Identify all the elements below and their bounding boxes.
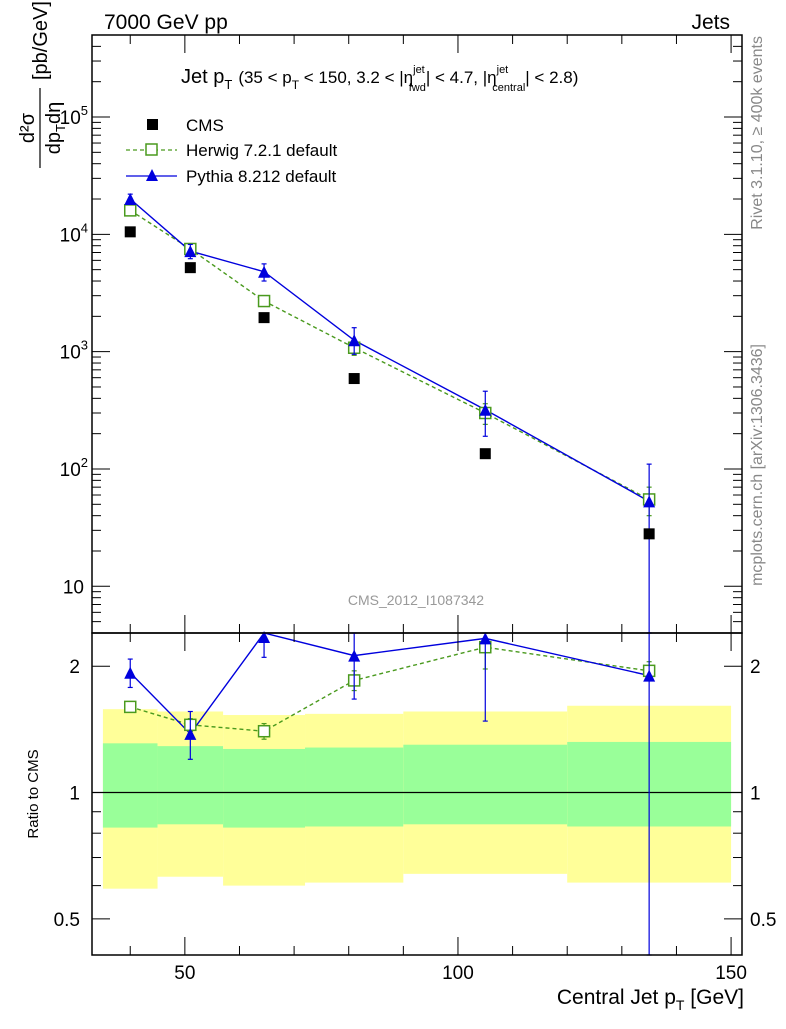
ratio-y-tick-label-right: 2	[750, 657, 761, 678]
herwig-point	[257, 294, 271, 308]
pythia-ratio-point	[479, 632, 492, 645]
x-tick-label: 50	[174, 963, 195, 984]
mcplots-label: mcplots.cern.ch [arXiv:1306.3436]	[749, 344, 766, 586]
main-y-tick-base: 10	[60, 225, 81, 246]
legend: CMS Herwig 7.2.1 default Pythia 8.212 de…	[126, 116, 337, 186]
category-label: Jets	[691, 11, 730, 34]
herwig-line	[129, 209, 650, 501]
main-y-tick-base: 10	[60, 460, 81, 481]
xlabel-tail: [GeV]	[684, 986, 744, 1009]
herwig-point	[123, 204, 137, 217]
legend-marker-cms	[147, 119, 158, 130]
ratio-y-tick-label-right: 0.5	[750, 910, 776, 931]
ratio-band-inner	[223, 748, 306, 828]
x-axis-label: Central Jet pT [GeV]	[557, 986, 744, 1013]
ylabel-den-tail: dη	[43, 102, 65, 124]
pythia-ratio-point	[348, 649, 361, 662]
ylabel-numerator: d²σ	[17, 112, 39, 143]
ratio-y-tick-label-left: 0.5	[54, 910, 80, 931]
main-y-tick-label: 102	[60, 455, 88, 481]
ratio-frame	[91, 632, 743, 956]
pythia-point	[124, 193, 137, 206]
cms-point	[479, 448, 491, 460]
xlabel-lead: Central Jet p	[557, 986, 676, 1009]
ratio-ylabel: Ratio to CMS	[25, 749, 42, 838]
legend-marker-pythia	[146, 169, 158, 181]
title-sub-t2: T	[292, 78, 300, 92]
main-y-tick-label: 10	[63, 577, 84, 598]
main-y-tick-label: 105	[60, 103, 88, 129]
title-sup-jet2: jet	[496, 64, 509, 76]
x-tick-label: 150	[715, 963, 747, 984]
ratio-band-inner	[403, 744, 568, 825]
main-y-tick-label: 103	[60, 338, 88, 364]
title-lead: Jet p	[181, 66, 224, 88]
main-y-tick-base: 10	[60, 343, 81, 364]
main-y-tick-base: 10	[60, 108, 81, 129]
ylabel-unit: [pb/GeV]	[30, 1, 52, 80]
plot-title: Jet pT (35 < pT < 150, 3.2 < |ηjet fwd| < …	[181, 64, 578, 94]
main-y-tick-exponent: 5	[81, 103, 88, 118]
pythia-ratio-point	[258, 631, 271, 643]
rivet-label: Rivet 3.1.10, ≥ 400k events	[749, 36, 766, 230]
legend-label-herwig: Herwig 7.2.1 default	[186, 141, 337, 160]
herwig-ratio-line	[130, 646, 650, 732]
pythia-point	[348, 334, 361, 347]
main-y-tick-exponent: 3	[81, 338, 88, 353]
ylabel-den-dp: dp	[43, 132, 65, 154]
ylabel-denominator: dpTdη	[43, 102, 68, 154]
herwig-ratio-point	[123, 700, 137, 714]
ratio-y-tick-label-left: 1	[69, 784, 80, 805]
ratio-band-inner	[102, 743, 158, 828]
cms-point	[258, 312, 270, 324]
main-y-tick-label: 104	[60, 220, 88, 246]
ratio-band-inner	[305, 747, 404, 827]
analysis-id: CMS_2012_I1087342	[348, 592, 484, 608]
title-sub-fwd: fwd	[409, 82, 426, 94]
herwig-ratio-point	[257, 724, 271, 738]
collision-label: 7000 GeV pp	[104, 11, 228, 34]
xlabel-sub: T	[676, 997, 685, 1013]
cms-point	[124, 226, 136, 238]
legend-label-cms: CMS	[186, 116, 224, 135]
title-a: (35 < p	[238, 68, 291, 87]
title-d: | < 2.8)	[525, 68, 578, 87]
pythia-point	[184, 245, 197, 258]
x-tick-label: 100	[442, 963, 474, 984]
ratio-y-tick-label-right: 1	[750, 784, 761, 805]
title-sup-jet: jet	[412, 64, 425, 76]
title-b: < 150, 3.2 < |η	[299, 68, 413, 87]
ylabel-den-sub: T	[53, 124, 68, 132]
main-y-tick-exponent: 4	[81, 220, 88, 235]
pythia-point	[479, 403, 492, 416]
legend-label-pythia: Pythia 8.212 default	[186, 167, 337, 186]
main-ylabel: d²σ dpTdη [pb/GeV]	[17, 1, 68, 168]
title-sub-central: central	[492, 82, 525, 94]
pythia-ratio-line	[129, 632, 650, 735]
cms-point	[348, 373, 360, 385]
cms-point	[184, 262, 196, 274]
title-sub-t: T	[224, 77, 232, 92]
pythia-ratio-point	[643, 669, 656, 682]
ratio-panel: 0.5 0.5 1 1 2 2 50 100 150	[54, 631, 776, 984]
pythia-ratio-point	[124, 666, 137, 679]
title-c: | < 4.7, |η	[426, 68, 497, 87]
pythia-point	[643, 495, 656, 508]
pythia-point	[258, 265, 271, 278]
ratio-y-tick-label-left: 2	[69, 657, 80, 678]
legend-marker-herwig	[145, 143, 158, 156]
main-y-tick-base: 10	[63, 577, 84, 598]
pythia-ratio-point	[184, 727, 197, 740]
pythia-line	[129, 198, 650, 502]
main-y-tick-exponent: 2	[81, 455, 88, 470]
cms-point	[643, 528, 655, 540]
